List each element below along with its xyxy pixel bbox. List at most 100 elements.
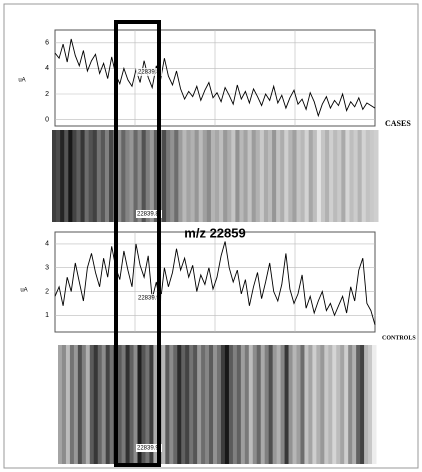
gel-band [205, 345, 210, 464]
gel-band [260, 345, 266, 464]
gel-band [76, 130, 82, 222]
gel-band [170, 130, 175, 222]
gel-band [137, 345, 142, 464]
gel-band [320, 130, 326, 222]
gel-band [328, 345, 333, 464]
frame [3, 3, 419, 469]
gel-band [336, 345, 341, 464]
gel-band [209, 345, 214, 464]
gel-band [304, 345, 309, 464]
gel-band [97, 345, 103, 464]
gel-band [219, 130, 224, 222]
gel-band [248, 345, 254, 464]
annotation-box [136, 444, 162, 452]
gel-band [243, 130, 249, 222]
gel-band [72, 130, 77, 222]
gel-band [133, 345, 138, 464]
gel-band [247, 130, 253, 222]
gel-band [215, 130, 220, 222]
gel-band [220, 345, 226, 464]
gel-band [373, 130, 379, 222]
y-tick-label: 1 [45, 312, 49, 319]
gel-band [217, 345, 222, 464]
gel-band [320, 345, 325, 464]
gel-band [357, 130, 363, 222]
gel-band [284, 345, 290, 464]
gel-band [153, 345, 158, 464]
gel-band [169, 345, 174, 464]
gel-band [264, 345, 270, 464]
gel-band [228, 345, 234, 464]
gel-band [84, 130, 90, 222]
gel-band [149, 345, 154, 464]
gel-band [177, 345, 182, 464]
gel-band [276, 130, 281, 222]
gel-band [356, 345, 361, 464]
gel-band [308, 345, 313, 464]
gel-band [109, 130, 114, 222]
gel-band [61, 345, 67, 464]
gel-band [296, 345, 301, 464]
gel-band [149, 130, 155, 222]
gel-band [73, 345, 79, 464]
gel-band [65, 345, 71, 464]
gel-band [263, 130, 269, 222]
gel-band [68, 130, 73, 222]
gel-band [185, 345, 190, 464]
gel-band [174, 130, 179, 222]
gel-band [292, 130, 297, 222]
annotation-box [136, 210, 162, 218]
gel-band [288, 130, 293, 222]
gel-band [349, 130, 355, 222]
gel-band [312, 130, 318, 222]
spectrum-line [54, 241, 376, 326]
side-label: CASES [385, 119, 411, 128]
gel-band [64, 130, 69, 222]
y-tick-label: 4 [45, 241, 49, 248]
gel-band [325, 130, 330, 222]
gel-band [193, 345, 198, 464]
gel-band [52, 130, 57, 222]
gel-band [165, 345, 170, 464]
gel-band [333, 130, 338, 222]
y-tick-label: 4 [45, 65, 49, 72]
gel-band [296, 130, 302, 222]
y-axis-label: uA [20, 288, 27, 294]
gel-band [240, 345, 246, 464]
gel-band [121, 130, 126, 222]
gel-band [267, 130, 273, 222]
gel-band [89, 345, 95, 464]
gel-band [372, 345, 377, 464]
y-tick-label: 2 [45, 91, 49, 98]
gel-band [178, 130, 183, 222]
gel-band [105, 345, 111, 464]
gel-band [276, 345, 282, 464]
gel-band [181, 345, 186, 464]
gel-band [288, 345, 294, 464]
gel-band [244, 345, 250, 464]
gel-band [360, 345, 365, 464]
gel-band [125, 345, 131, 464]
gel-band [77, 345, 83, 464]
gel-band [213, 345, 218, 464]
gel-band [224, 345, 230, 464]
gel-band [316, 345, 321, 464]
gel-band [202, 130, 208, 222]
gel-band [255, 130, 261, 222]
gel-band [96, 130, 102, 222]
gel-band [101, 345, 107, 464]
gel-band [194, 130, 200, 222]
gel-band [308, 130, 314, 222]
gel-band [341, 130, 346, 222]
chart-title: m/z 22859 [184, 225, 245, 240]
gel-band [137, 130, 143, 222]
gel-band [104, 130, 110, 222]
gel-label: 22839.9 [137, 446, 159, 452]
gel-band [198, 130, 204, 222]
gel-band [60, 130, 65, 222]
gel-band [292, 345, 297, 464]
gel-band [125, 130, 130, 222]
gel-label: 22839.8 [137, 212, 159, 218]
y-tick-label: 6 [45, 40, 49, 47]
gel-band [56, 130, 61, 222]
